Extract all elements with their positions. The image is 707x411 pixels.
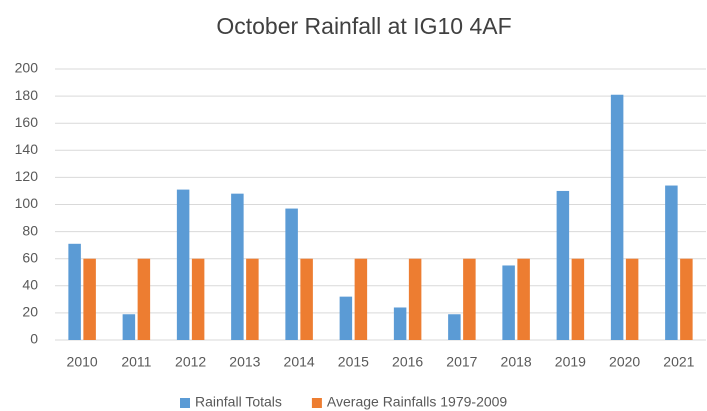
bar: [354, 258, 368, 340]
y-tick-label: 200: [15, 60, 39, 76]
x-tick-label: 2014: [284, 354, 315, 370]
x-tick-label: 2012: [175, 354, 206, 370]
legend-label: Rainfall Totals: [195, 394, 282, 410]
bar: [556, 190, 570, 340]
x-tick-label: 2015: [338, 354, 369, 370]
bar: [68, 243, 81, 340]
chart-title: October Rainfall at IG10 4AF: [216, 13, 511, 39]
y-tick-label: 180: [15, 87, 39, 103]
bar: [610, 94, 624, 341]
bar: [246, 258, 259, 340]
bar: [463, 258, 476, 340]
y-tick-label: 100: [15, 195, 39, 211]
legend-swatch: [311, 398, 322, 408]
x-tick-label: 2021: [663, 354, 694, 370]
bar: [191, 258, 205, 340]
x-tick-label: 2010: [67, 354, 98, 370]
x-tick-label: 2017: [446, 354, 477, 370]
bar: [665, 185, 678, 340]
bar: [339, 296, 353, 340]
bar: [285, 208, 298, 340]
bar: [231, 193, 244, 340]
bar: [502, 265, 515, 340]
y-tick-label: 60: [22, 249, 38, 265]
x-tick-label: 2016: [392, 354, 423, 370]
bar: [448, 314, 461, 340]
bar: [680, 258, 693, 340]
bar: [517, 258, 530, 340]
y-tick-label: 40: [22, 277, 38, 293]
bar: [393, 307, 407, 340]
y-tick-label: 160: [15, 114, 39, 130]
x-tick-label: 2013: [229, 354, 260, 370]
bar: [83, 258, 96, 340]
bar: [122, 314, 136, 340]
bar: [137, 258, 151, 340]
legend-swatch: [180, 398, 190, 408]
y-tick-label: 120: [15, 168, 39, 184]
y-tick-label: 20: [22, 304, 38, 320]
bar: [408, 258, 422, 340]
bar: [571, 258, 585, 340]
x-tick-label: 2018: [501, 354, 532, 370]
y-tick-label: 0: [30, 331, 38, 347]
x-tick-label: 2019: [555, 354, 586, 370]
x-tick-label: 2020: [609, 354, 640, 370]
bar: [176, 189, 190, 340]
legend-label: Average Rainfalls 1979-2009: [327, 394, 508, 410]
x-tick-label: 2011: [121, 354, 151, 370]
bar: [625, 258, 639, 340]
y-tick-label: 80: [22, 222, 38, 238]
y-tick-label: 140: [15, 141, 39, 157]
bar: [300, 258, 313, 340]
